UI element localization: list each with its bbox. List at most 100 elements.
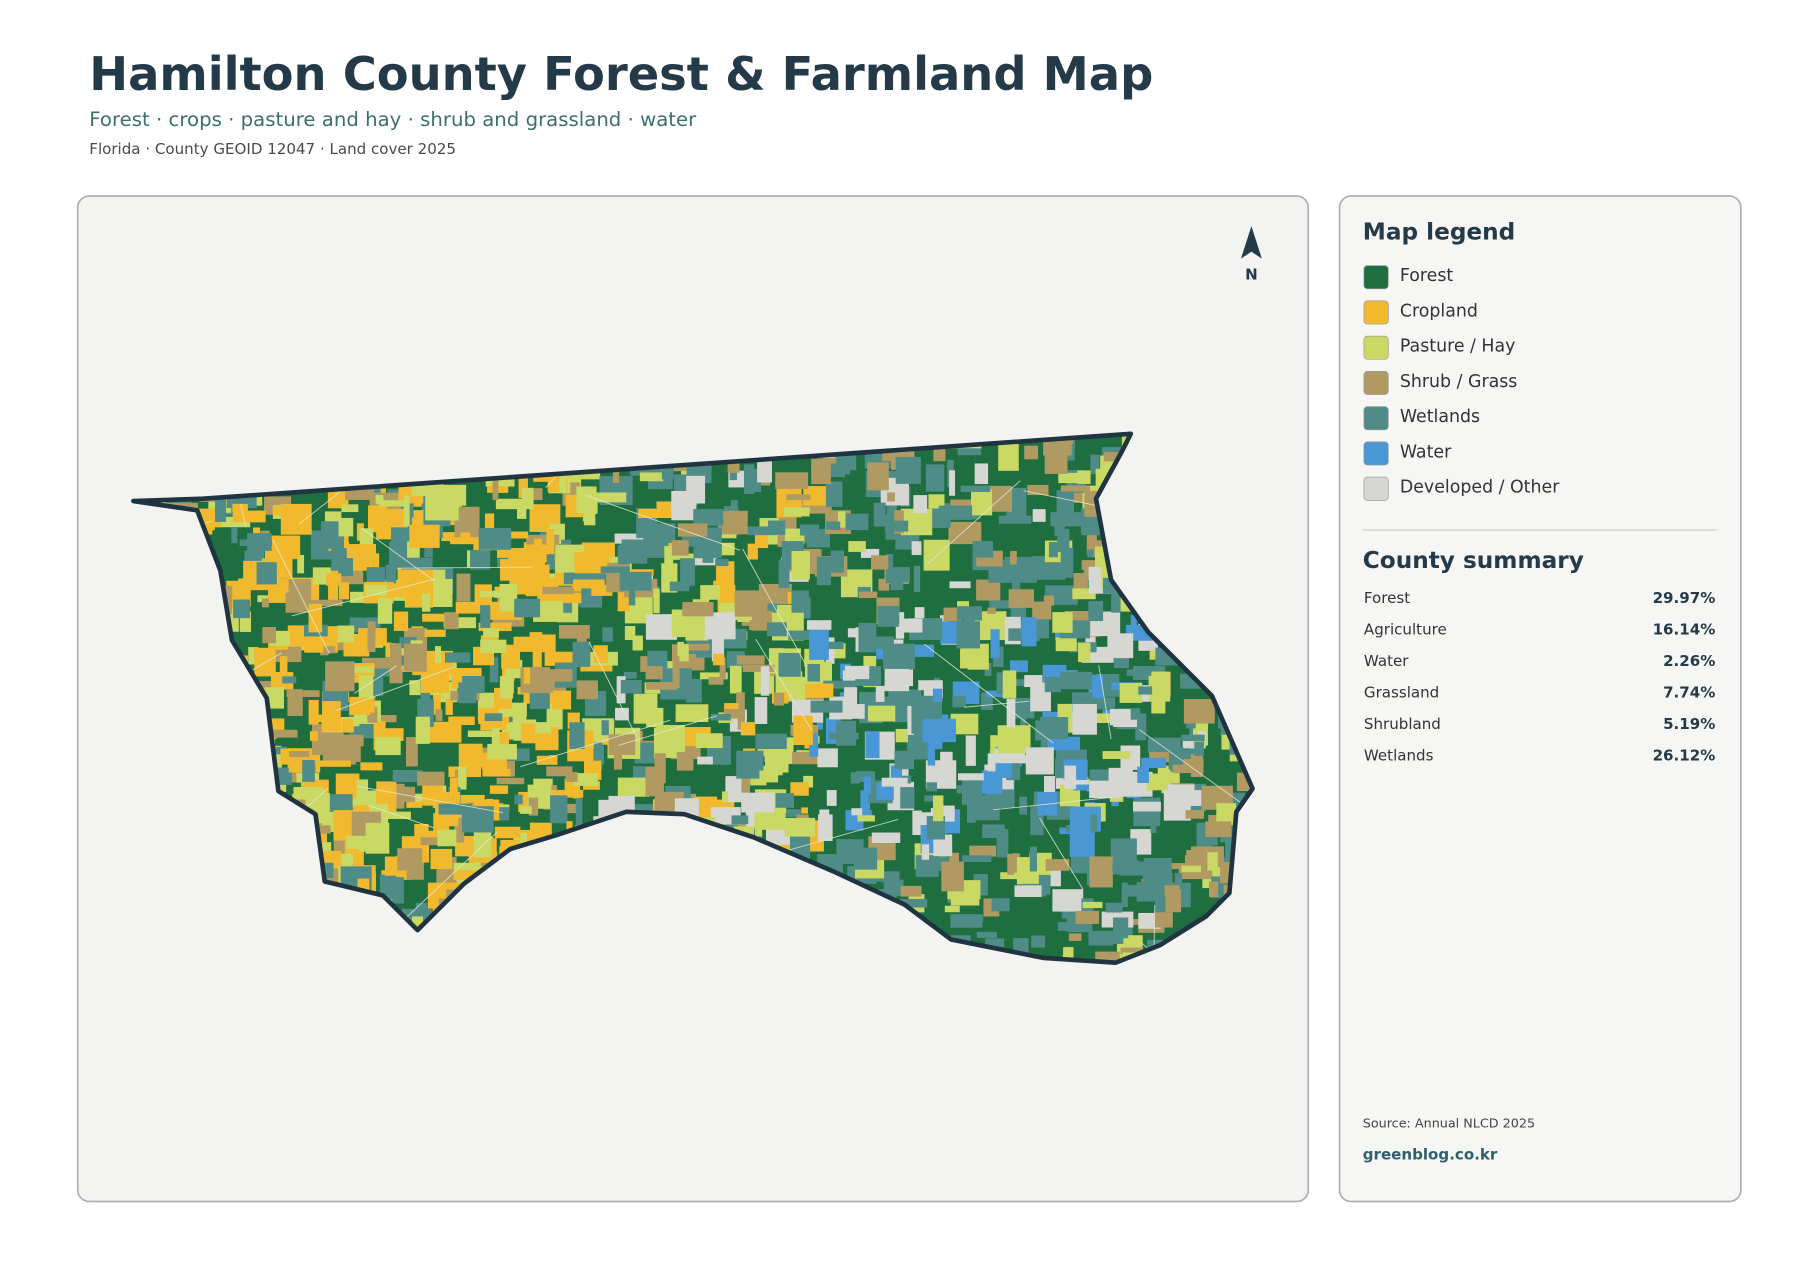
summary-value: 26.12% bbox=[1653, 747, 1716, 765]
land-patch bbox=[1040, 717, 1069, 739]
land-patch bbox=[308, 603, 323, 633]
land-patch bbox=[1102, 751, 1131, 760]
land-patch bbox=[836, 454, 857, 471]
land-patch bbox=[809, 733, 819, 757]
land-patch bbox=[1107, 633, 1134, 659]
land-patch bbox=[526, 534, 560, 545]
land-patch bbox=[231, 526, 238, 544]
land-patch bbox=[1021, 617, 1037, 647]
land-patch bbox=[981, 692, 993, 711]
land-patch bbox=[448, 716, 475, 726]
land-patch bbox=[417, 771, 445, 786]
land-patch bbox=[1052, 612, 1073, 633]
land-patch bbox=[546, 766, 573, 777]
land-patch bbox=[1203, 835, 1218, 846]
land-patch bbox=[958, 915, 984, 923]
land-patch bbox=[525, 569, 545, 597]
land-patch bbox=[664, 546, 674, 570]
land-patch bbox=[958, 773, 984, 781]
land-patch bbox=[1148, 671, 1171, 702]
land-patch bbox=[1205, 821, 1232, 838]
land-patch bbox=[573, 579, 605, 589]
land-patch bbox=[1132, 801, 1161, 812]
land-patch bbox=[686, 475, 706, 504]
land-patch bbox=[375, 630, 386, 646]
land-patch bbox=[724, 703, 739, 709]
land-patch bbox=[960, 649, 975, 669]
land-patch bbox=[950, 499, 975, 506]
land-patch bbox=[280, 748, 290, 765]
land-patch bbox=[1032, 509, 1046, 522]
land-patch bbox=[784, 507, 810, 517]
summary-label: Forest bbox=[1364, 589, 1410, 607]
land-patch bbox=[1012, 581, 1021, 593]
land-patch bbox=[422, 613, 445, 622]
land-patch bbox=[932, 688, 943, 702]
land-patch bbox=[1023, 867, 1035, 883]
land-patch bbox=[1174, 873, 1183, 885]
road bbox=[588, 641, 638, 738]
land-patch bbox=[533, 601, 564, 622]
land-patch bbox=[536, 755, 558, 765]
land-patch bbox=[737, 710, 745, 730]
land-patch bbox=[1072, 703, 1097, 735]
land-patch bbox=[643, 523, 676, 544]
land-patch bbox=[1088, 930, 1113, 946]
land-patch bbox=[1060, 485, 1090, 492]
land-patch bbox=[927, 734, 936, 766]
land-patch bbox=[498, 731, 510, 756]
land-patch bbox=[1136, 861, 1154, 876]
land-patch bbox=[965, 735, 976, 766]
land-patch bbox=[1069, 830, 1095, 857]
land-patch bbox=[346, 544, 376, 559]
legend: Forest Cropland Pasture / Hay Shrub / Grass… bbox=[1363, 265, 1560, 501]
land-patch bbox=[591, 584, 613, 596]
land-patch bbox=[1048, 541, 1058, 558]
land-patch bbox=[594, 742, 603, 771]
land-patch bbox=[323, 646, 336, 654]
land-patch bbox=[1165, 889, 1182, 913]
land-patch bbox=[1008, 589, 1034, 608]
land-patch bbox=[990, 629, 1000, 659]
land-patch bbox=[322, 701, 341, 732]
land-patch bbox=[1181, 865, 1202, 873]
land-patch bbox=[938, 505, 973, 520]
land-patch bbox=[367, 706, 378, 723]
land-patch bbox=[1078, 642, 1091, 662]
land-patch bbox=[1086, 533, 1097, 556]
land-patch bbox=[754, 534, 769, 549]
land-patch bbox=[633, 693, 658, 724]
land-patch bbox=[895, 456, 921, 484]
land-patch bbox=[775, 472, 809, 489]
land-patch bbox=[1207, 852, 1218, 871]
land-patch bbox=[324, 511, 342, 524]
road bbox=[361, 527, 435, 582]
land-patch bbox=[473, 830, 492, 858]
land-patch bbox=[272, 506, 306, 516]
land-patch bbox=[672, 661, 680, 689]
land-patch bbox=[1105, 902, 1123, 913]
land-patch bbox=[341, 504, 359, 513]
land-patch bbox=[1063, 947, 1074, 962]
summary-value: 7.74% bbox=[1663, 684, 1715, 702]
land-patch bbox=[287, 625, 308, 647]
land-patch bbox=[950, 713, 979, 735]
land-patch bbox=[506, 531, 529, 539]
land-patch bbox=[1149, 650, 1156, 660]
road bbox=[1138, 729, 1253, 831]
land-patch bbox=[1075, 910, 1100, 924]
land-patch bbox=[729, 665, 742, 694]
land-patch bbox=[542, 586, 575, 595]
land-patch bbox=[661, 465, 674, 480]
land-patch bbox=[715, 558, 729, 567]
land-patch bbox=[926, 816, 946, 840]
land-patch bbox=[397, 848, 423, 871]
land-patch bbox=[552, 690, 572, 710]
land-patch bbox=[736, 655, 765, 665]
land-patch bbox=[482, 768, 511, 777]
land-patch bbox=[1146, 773, 1171, 791]
land-patch bbox=[672, 553, 700, 560]
land-patch bbox=[405, 793, 425, 802]
land-patch bbox=[1076, 864, 1097, 874]
